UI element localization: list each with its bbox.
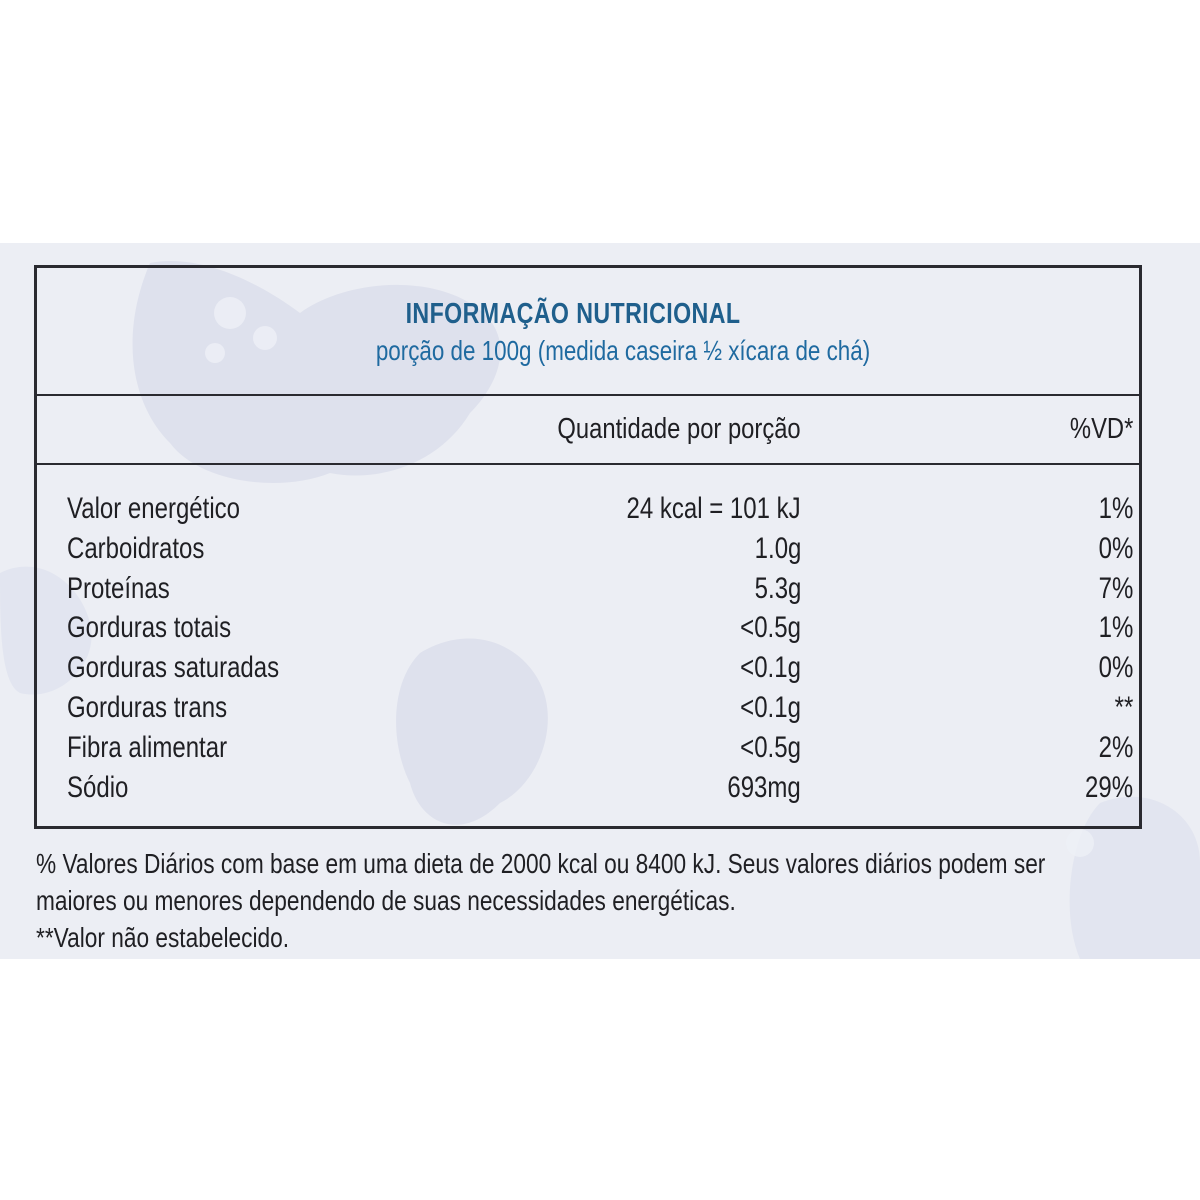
nutrient-quantity: <0.5g <box>740 611 801 645</box>
nutrient-daily-value: 0% <box>1098 531 1133 565</box>
column-headers: Quantidade por porção %VD* <box>37 399 1139 465</box>
nutrient-quantity: <0.1g <box>740 690 801 724</box>
table-title: INFORMAÇÃO NUTRICIONAL <box>405 298 741 330</box>
nutrition-table: INFORMAÇÃO NUTRICIONAL porção de 100g (m… <box>34 265 1142 829</box>
nutrient-quantity: 24 kcal = 101 kJ <box>626 492 801 525</box>
nutrient-row: Valor energético 24 kcal = 101 kJ 1% <box>37 486 1139 526</box>
nutrient-row: Proteínas 5.3g 7% <box>37 566 1139 606</box>
footnote-not-established: **Valor não estabelecido. <box>36 922 290 953</box>
table-header: INFORMAÇÃO NUTRICIONAL porção de 100g (m… <box>37 268 1139 396</box>
nutrient-name: Proteínas <box>67 571 170 605</box>
nutrient-daily-value: 29% <box>1084 770 1133 804</box>
nutrient-quantity: <0.1g <box>740 651 801 685</box>
column-header-quantity: Quantidade por porção <box>557 413 801 445</box>
nutrient-row: Fibra alimentar <0.5g 2% <box>37 725 1139 765</box>
footnote-daily-values: % Valores Diários com base em uma dieta … <box>36 848 1046 879</box>
nutrient-daily-value: 2% <box>1098 730 1133 764</box>
nutrient-quantity: 5.3g <box>754 571 801 605</box>
nutrient-quantity: <0.5g <box>740 730 801 764</box>
nutrient-name: Fibra alimentar <box>67 730 228 764</box>
serving-size: porção de 100g (medida caseira ½ xícara … <box>375 335 871 366</box>
nutrition-label-photo: INFORMAÇÃO NUTRICIONAL porção de 100g (m… <box>0 243 1200 959</box>
column-header-daily-value: %VD* <box>1069 413 1133 445</box>
nutrient-row: Gorduras saturadas <0.1g 0% <box>37 645 1139 685</box>
nutrient-row: Gorduras totais <0.5g 1% <box>37 605 1139 645</box>
nutrient-name: Gorduras totais <box>67 611 232 645</box>
nutrient-row: Sódio 693mg 29% <box>37 765 1139 805</box>
nutrient-name: Gorduras trans <box>67 690 228 724</box>
nutrient-daily-value: 1% <box>1098 492 1133 525</box>
footnotes: % Valores Diários com base em uma dieta … <box>36 845 1136 956</box>
nutrient-name: Sódio <box>67 770 129 804</box>
footnote-daily-values-cont: maiores ou menores dependendo de suas ne… <box>36 885 736 916</box>
nutrient-name: Gorduras saturadas <box>67 651 280 685</box>
nutrient-row: Gorduras trans <0.1g ** <box>37 685 1139 725</box>
nutrient-daily-value: ** <box>1114 690 1133 724</box>
nutrient-daily-value: 1% <box>1098 611 1133 645</box>
nutrient-quantity: 1.0g <box>754 531 801 565</box>
nutrient-daily-value: 0% <box>1098 651 1133 685</box>
nutrient-quantity: 693mg <box>727 770 801 804</box>
nutrient-daily-value: 7% <box>1098 571 1133 605</box>
nutrient-row: Carboidratos 1.0g 0% <box>37 526 1139 566</box>
nutrient-rows: Valor energético 24 kcal = 101 kJ 1% Car… <box>37 486 1139 804</box>
nutrient-name: Carboidratos <box>67 531 205 565</box>
nutrient-name: Valor energético <box>67 492 240 525</box>
